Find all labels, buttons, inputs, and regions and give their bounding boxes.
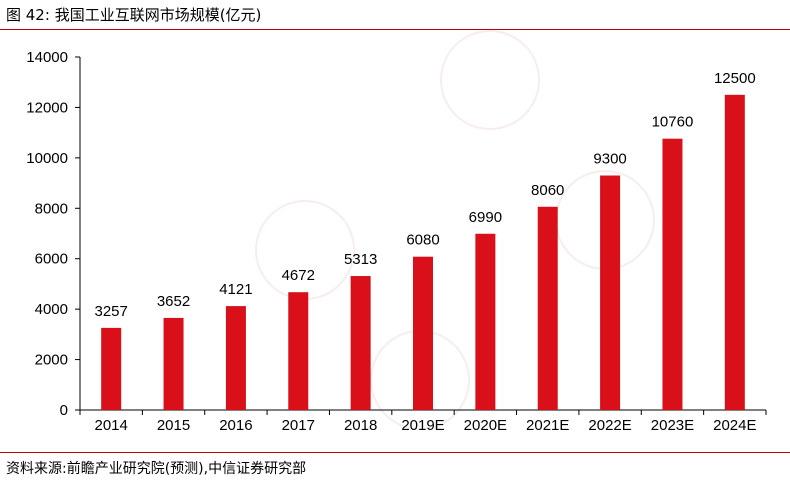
data-label: 3257	[94, 303, 127, 320]
data-label: 10760	[652, 114, 694, 131]
data-label: 6080	[406, 232, 439, 249]
x-tick-label: 2020E	[464, 417, 507, 434]
source-note: 资料来源:前瞻产业研究院(预测),中信证券研究部	[6, 461, 307, 477]
bar	[600, 175, 621, 410]
y-tick-label: 2000	[35, 352, 68, 369]
x-tick-label: 2018	[344, 417, 377, 434]
figure-title-text: 我国工业互联网市场规模(亿元)	[54, 6, 262, 24]
y-tick-label: 6000	[35, 251, 68, 268]
bar	[225, 306, 246, 410]
source-divider	[0, 452, 790, 453]
bar	[101, 327, 122, 410]
data-label: 4121	[219, 281, 252, 298]
data-label: 12500	[714, 70, 756, 87]
x-tick-label: 2017	[282, 417, 315, 434]
y-tick-label: 0	[60, 402, 68, 419]
x-tick-label: 2019E	[401, 417, 444, 434]
data-label: 4672	[282, 267, 315, 284]
x-tick-label: 2022E	[588, 417, 631, 434]
bar	[288, 292, 309, 410]
x-tick-label: 2016	[219, 417, 252, 434]
data-label: 9300	[593, 151, 626, 168]
bar	[163, 317, 184, 410]
bar	[413, 256, 433, 410]
x-tick-label: 2023E	[651, 417, 694, 434]
x-tick-label: 2024E	[713, 417, 756, 434]
figure-title: 图 42: 我国工业互联网市场规模(亿元)	[6, 4, 261, 26]
y-tick-label: 12000	[26, 99, 68, 116]
data-label: 5313	[344, 251, 377, 268]
data-label: 8060	[531, 182, 564, 199]
bar	[724, 94, 745, 411]
x-tick-label: 2021E	[526, 417, 569, 434]
bar-chart: 0 2000 4000 6000 8000 10000 12000 14000 3257 2014…	[26, 49, 767, 434]
x-tick-label: 2014	[94, 417, 127, 434]
title-divider	[0, 29, 790, 30]
y-tick-label: 4000	[35, 301, 68, 318]
data-label: 6990	[469, 209, 502, 226]
bar	[350, 276, 371, 410]
x-tick-label: 2015	[157, 417, 190, 434]
bar	[537, 206, 558, 410]
data-label: 3652	[157, 293, 190, 310]
bar	[475, 233, 496, 410]
bar	[662, 138, 683, 410]
figure-label: 图 42:	[6, 6, 50, 24]
y-tick-label: 8000	[35, 200, 68, 217]
y-tick-label: 10000	[26, 150, 68, 167]
y-tick-label: 14000	[26, 49, 68, 66]
